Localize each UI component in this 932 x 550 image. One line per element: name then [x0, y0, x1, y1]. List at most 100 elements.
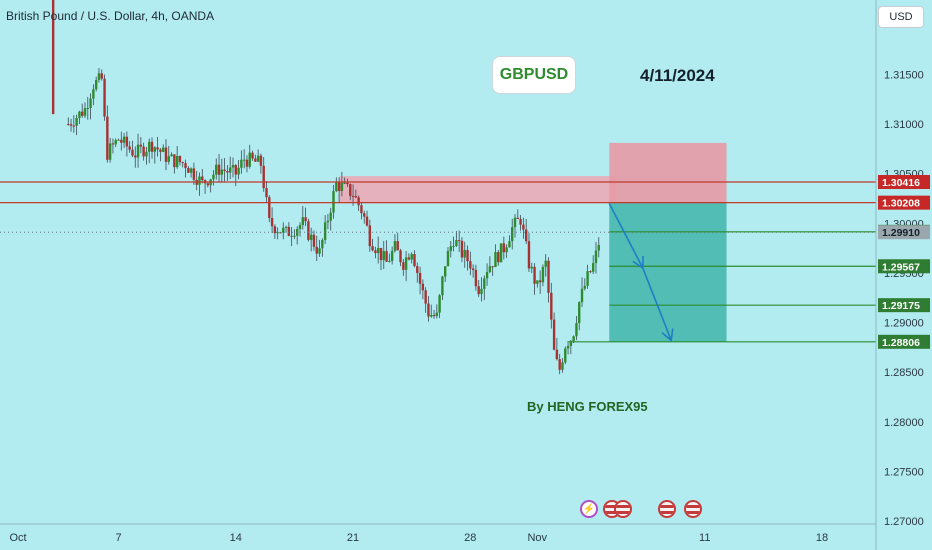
candle-body	[337, 181, 341, 191]
take-profit-zone	[609, 202, 727, 342]
candle-body	[217, 164, 221, 175]
us-flag-icon[interactable]	[684, 500, 702, 518]
candle-body	[463, 250, 466, 258]
candle-body	[184, 163, 187, 169]
candle-body	[75, 118, 78, 126]
candle-body	[564, 348, 567, 363]
candle-body	[321, 239, 324, 249]
candle-body	[494, 252, 497, 268]
candle-body	[128, 146, 131, 150]
candle-body	[81, 111, 84, 116]
candle-body	[318, 248, 321, 254]
candle-body	[413, 254, 416, 267]
candle-body	[591, 263, 595, 272]
candle-body	[329, 212, 332, 221]
lightning-icon[interactable]: ⚡	[580, 500, 598, 518]
candle-body	[530, 266, 533, 269]
candle-body	[541, 266, 545, 283]
candle-body	[469, 261, 472, 269]
candle-body	[279, 232, 282, 234]
candle-body	[86, 108, 89, 110]
candle-body	[72, 125, 76, 127]
candle-body	[290, 235, 293, 237]
candle-body	[145, 151, 148, 157]
candle-body	[522, 224, 525, 230]
candle-body	[270, 218, 274, 227]
stop-loss-zone	[609, 142, 727, 203]
candle-body	[488, 266, 492, 272]
candle-body	[237, 167, 240, 175]
candle-body	[332, 191, 335, 213]
price-label-badge	[878, 225, 930, 240]
candle-body	[287, 226, 291, 236]
candle-body	[499, 243, 503, 263]
candle-body	[371, 246, 374, 251]
candle-body	[516, 217, 519, 219]
candle-body	[538, 280, 542, 283]
candle-body	[430, 314, 433, 317]
x-tick-label: 18	[816, 532, 828, 544]
us-flag-icon[interactable]	[614, 500, 632, 518]
candle-body	[262, 165, 265, 189]
x-tick-label: Oct	[9, 532, 26, 544]
candle-body	[153, 147, 157, 152]
candle-body	[416, 266, 419, 273]
candle-body	[251, 152, 254, 159]
candle-body	[83, 108, 87, 116]
candle-body	[106, 116, 109, 160]
candle-body	[533, 266, 536, 284]
candle-body	[150, 141, 154, 152]
candle-body	[78, 111, 81, 119]
candle-body	[298, 225, 302, 230]
candle-body	[212, 174, 215, 180]
candle-body	[349, 184, 352, 196]
candle-body	[407, 257, 411, 260]
candle-body	[357, 197, 360, 206]
candle-body	[485, 271, 489, 279]
candle-body	[148, 141, 151, 152]
candle-body	[432, 314, 436, 317]
candle-body	[575, 323, 578, 337]
candle-body	[360, 205, 363, 214]
candle-body	[51, 0, 55, 115]
candle-body	[552, 319, 556, 350]
candle-body	[580, 288, 584, 303]
uk-flag-icon[interactable]	[658, 500, 676, 518]
currency-button[interactable]: USD	[878, 6, 924, 28]
candle-body	[547, 260, 550, 293]
candle-body	[92, 89, 95, 99]
candle-body	[175, 156, 179, 168]
candle-body	[97, 73, 101, 80]
candle-body	[220, 169, 224, 175]
candle-body	[167, 156, 170, 162]
y-tick-label: 1.28500	[884, 367, 924, 379]
x-tick-label: 11	[699, 532, 710, 544]
candle-body	[323, 222, 327, 240]
candle-body	[346, 182, 349, 185]
symbol-label: GBPUSD	[492, 56, 576, 94]
price-label-text: 1.29175	[882, 300, 920, 312]
candle-body	[265, 188, 268, 198]
candle-body	[396, 241, 399, 251]
candle-body	[242, 159, 246, 161]
candle-body	[131, 149, 134, 156]
candle-body	[435, 312, 439, 317]
candle-body	[399, 250, 402, 263]
y-tick-label: 1.28000	[884, 417, 924, 429]
candle-body	[519, 218, 522, 225]
price-label-text: 1.29910	[882, 227, 920, 239]
candle-body	[103, 78, 106, 117]
candle-body	[326, 220, 330, 223]
candle-body	[159, 149, 162, 152]
candle-body	[268, 197, 271, 219]
candle-body	[215, 164, 218, 175]
candle-body	[365, 216, 369, 226]
candle-body	[424, 290, 427, 304]
candle-body	[245, 159, 249, 167]
candle-body	[385, 251, 388, 262]
candle-body	[100, 73, 103, 79]
candle-body	[390, 250, 394, 261]
x-tick-label: 7	[115, 532, 121, 544]
arrow-head	[632, 255, 644, 270]
